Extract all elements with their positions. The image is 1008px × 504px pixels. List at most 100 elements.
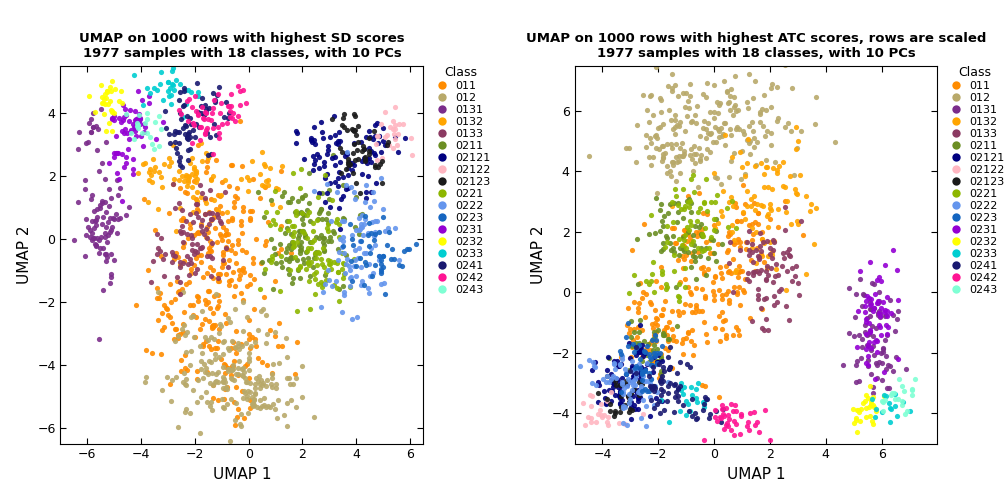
Point [873, 304, 889, 312]
Point [339, 148, 355, 156]
Point [301, 199, 318, 207]
Point [394, 263, 410, 271]
Point [651, 145, 667, 153]
Point [596, 411, 612, 419]
Point [224, 216, 240, 224]
Point [216, 360, 232, 368]
Point [857, 328, 873, 336]
Point [154, 256, 170, 264]
Point [170, 106, 186, 114]
Point [156, 272, 172, 280]
Point [718, 404, 734, 412]
Legend: 011, 012, 0131, 0132, 0133, 0211, 02121, 02122, 02123, 0221, 0222, 0223, 0231, 0: 011, 012, 0131, 0132, 0133, 0211, 02121,… [944, 66, 1005, 294]
Point [692, 264, 709, 272]
Point [680, 329, 697, 337]
Point [220, 230, 236, 238]
Point [687, 150, 704, 158]
Point [224, 361, 240, 369]
Point [252, 170, 268, 178]
Point [391, 120, 407, 128]
Point [192, 342, 208, 350]
Point [197, 296, 213, 304]
Point [188, 292, 205, 300]
Point [383, 255, 399, 263]
Point [683, 383, 700, 391]
Point [866, 403, 882, 411]
Point [625, 381, 641, 389]
Point [358, 194, 374, 202]
Point [203, 175, 219, 183]
Point [85, 109, 101, 117]
Point [402, 134, 418, 142]
Point [105, 214, 121, 222]
Point [322, 203, 338, 211]
Point [880, 323, 896, 331]
Point [132, 114, 148, 122]
Point [177, 280, 194, 288]
Point [647, 385, 663, 393]
Point [853, 354, 869, 362]
Point [667, 239, 683, 247]
Point [625, 378, 641, 386]
Point [647, 328, 663, 336]
Point [205, 369, 221, 377]
Point [640, 340, 656, 348]
Point [365, 187, 381, 196]
Point [149, 206, 165, 214]
Point [652, 206, 668, 214]
Point [722, 106, 738, 114]
Point [628, 340, 644, 348]
Point [700, 129, 716, 137]
Point [613, 353, 629, 361]
Point [336, 217, 352, 225]
Point [781, 250, 797, 259]
Point [639, 387, 655, 395]
Point [126, 71, 142, 79]
Point [192, 136, 208, 144]
Point [642, 393, 658, 401]
Point [661, 106, 677, 114]
Point [317, 280, 333, 288]
Point [199, 269, 215, 277]
Point [203, 402, 219, 410]
Point [247, 374, 263, 383]
Point [669, 322, 685, 330]
Point [598, 379, 614, 387]
Point [98, 257, 114, 265]
Point [711, 393, 727, 401]
Point [380, 224, 396, 232]
Point [789, 190, 805, 198]
Point [664, 70, 680, 78]
Point [714, 418, 730, 426]
Point [160, 310, 176, 319]
Point [227, 249, 243, 258]
Point [629, 235, 645, 243]
Point [194, 227, 210, 235]
Point [700, 145, 716, 153]
Point [787, 189, 803, 197]
Point [171, 96, 187, 104]
Point [651, 398, 667, 406]
Point [221, 365, 237, 373]
Point [677, 229, 694, 237]
Point [139, 115, 155, 123]
Point [204, 272, 220, 280]
Point [167, 139, 183, 147]
Point [721, 296, 737, 304]
Point [244, 393, 260, 401]
Point [646, 387, 662, 395]
Point [214, 232, 230, 240]
Point [658, 222, 674, 230]
Point [82, 233, 98, 241]
Point [172, 367, 188, 375]
Point [183, 103, 200, 111]
Point [348, 272, 364, 280]
Point [635, 352, 651, 360]
Point [690, 223, 707, 231]
Point [245, 174, 261, 182]
Point [877, 261, 893, 269]
Point [113, 87, 129, 95]
Point [766, 237, 782, 245]
Point [171, 176, 187, 184]
Point [698, 93, 714, 101]
